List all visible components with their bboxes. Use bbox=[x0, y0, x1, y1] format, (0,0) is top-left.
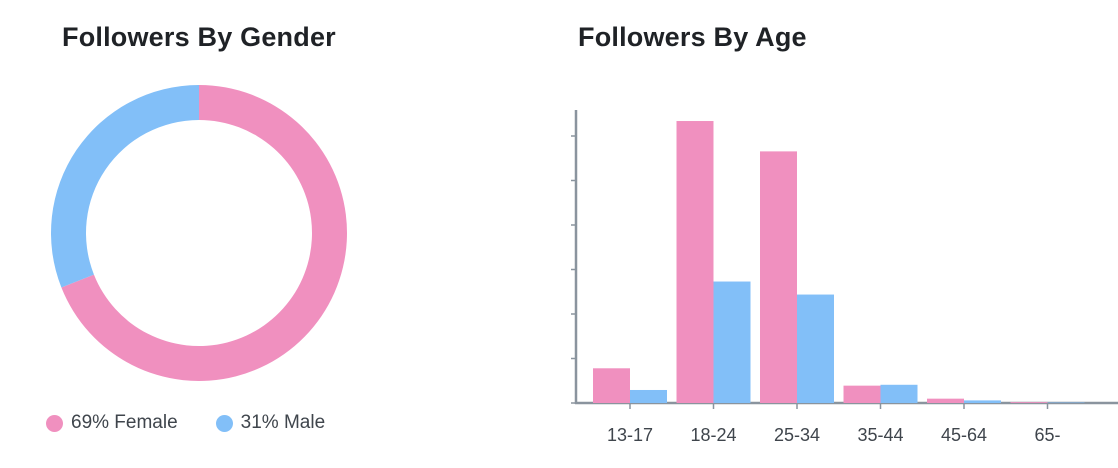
bar-13-17-female[interactable] bbox=[593, 368, 630, 403]
donut-slice-male[interactable] bbox=[50, 85, 199, 288]
legend-label-male: 31% Male bbox=[240, 412, 326, 433]
x-tick-label: 45-64 bbox=[941, 425, 987, 445]
legend-item-female[interactable]: 69% Female bbox=[46, 412, 178, 434]
bar-25-34-male[interactable] bbox=[797, 294, 834, 403]
bar-45-64-male[interactable] bbox=[964, 400, 1001, 403]
legend-label-female: 69% Female bbox=[71, 412, 178, 433]
bar-45-64-female[interactable] bbox=[927, 398, 964, 403]
male-dot-icon bbox=[215, 414, 233, 432]
bar-18-24-male[interactable] bbox=[713, 281, 751, 403]
x-tick-label: 65- bbox=[1034, 425, 1060, 445]
bar-35-44-female[interactable] bbox=[843, 385, 881, 403]
gender-legend: 69% Female 31% Male bbox=[46, 412, 325, 434]
age-bar-chart: 13-17 18-24 25-34 35-44 45-64 65- bbox=[571, 110, 1118, 445]
gender-donut-chart bbox=[50, 85, 348, 382]
bar-25-34-female[interactable] bbox=[760, 151, 797, 403]
x-tick-label: 18-24 bbox=[690, 425, 736, 445]
female-dot-icon bbox=[46, 414, 63, 432]
gender-chart-title: Followers By Gender bbox=[62, 22, 336, 52]
x-tick-label: 35-44 bbox=[857, 425, 903, 445]
gender-chart-panel: Followers By Gender 69% Female 31% Male bbox=[0, 0, 520, 468]
bar-65--female[interactable] bbox=[1010, 402, 1048, 403]
x-tick-label: 13-17 bbox=[607, 425, 653, 445]
age-chart-panel: Followers By Age 13-17 18-24 25-34 35-44 45-… bbox=[540, 0, 1118, 468]
legend-item-male[interactable]: 31% Male bbox=[215, 412, 326, 434]
bar-35-44-male[interactable] bbox=[880, 384, 918, 403]
bar-18-24-female[interactable] bbox=[676, 121, 714, 403]
x-tick-label: 25-34 bbox=[774, 425, 820, 445]
age-chart-title: Followers By Age bbox=[578, 22, 807, 52]
bar-13-17-male[interactable] bbox=[630, 389, 667, 403]
